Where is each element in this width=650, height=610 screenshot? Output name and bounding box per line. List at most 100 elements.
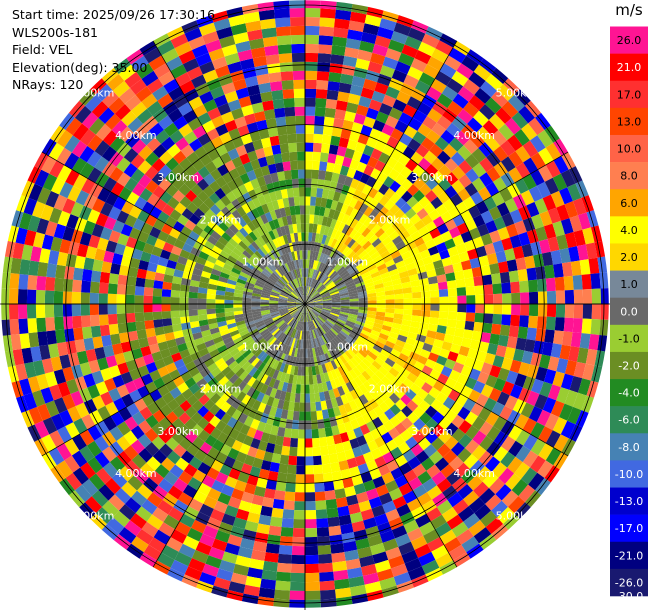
velocity-gate (195, 52, 212, 67)
velocity-gate (114, 352, 126, 365)
velocity-gate (137, 365, 150, 377)
velocity-gate (297, 151, 305, 161)
velocity-gate (286, 382, 293, 393)
velocity-gate (339, 165, 350, 177)
velocity-gate (258, 274, 268, 282)
velocity-gate (467, 348, 479, 360)
velocity-gate (207, 219, 219, 231)
velocity-gate (523, 434, 539, 451)
velocity-gate (437, 281, 448, 290)
velocity-gate (446, 280, 457, 289)
velocity-gate (256, 371, 265, 382)
velocity-gate (331, 298, 341, 302)
velocity-gate (398, 245, 409, 256)
velocity-gate (221, 44, 238, 57)
velocity-gate (289, 437, 298, 448)
velocity-gate (118, 527, 137, 544)
velocity-gate (278, 307, 288, 311)
velocity-gate (192, 158, 205, 172)
velocity-gate (305, 142, 314, 152)
velocity-gate (411, 201, 424, 214)
velocity-gate (232, 78, 247, 91)
velocity-gate (348, 228, 358, 239)
velocity-gate (167, 196, 180, 210)
velocity-gate (365, 367, 375, 378)
velocity-gate (277, 399, 285, 410)
colorbar-swatch (610, 162, 648, 190)
velocity-gate (363, 206, 374, 217)
velocity-gate (89, 292, 99, 304)
velocity-gate (148, 122, 164, 138)
velocity-gate (438, 416, 452, 431)
velocity-gate (426, 330, 437, 339)
velocity-gate (326, 318, 336, 326)
velocity-gate (456, 63, 474, 80)
velocity-gate (582, 227, 595, 245)
velocity-gate (305, 259, 308, 269)
velocity-gate (321, 188, 330, 199)
velocity-gate (483, 397, 497, 412)
velocity-gate (229, 251, 240, 261)
velocity-gate (121, 393, 135, 408)
velocity-gate (259, 245, 269, 256)
velocity-gate (379, 18, 397, 32)
velocity-gate (344, 449, 355, 460)
velocity-gate (10, 257, 22, 274)
velocity-gate (196, 219, 208, 231)
velocity-gate (331, 260, 339, 270)
velocity-gate (219, 271, 230, 280)
velocity-gate (438, 249, 451, 260)
velocity-gate (307, 286, 311, 296)
colorbar-swatch (610, 134, 648, 163)
velocity-gate (117, 362, 130, 375)
velocity-gate (280, 276, 289, 285)
velocity-gate (395, 357, 406, 368)
velocity-gate (305, 214, 310, 224)
velocity-gate (354, 141, 367, 154)
velocity-gate (312, 308, 321, 315)
velocity-gate (316, 261, 322, 271)
velocity-gate (286, 262, 293, 272)
velocity-gate (473, 275, 484, 287)
velocity-gate (282, 363, 289, 374)
velocity-gate (192, 125, 207, 139)
velocity-gate (537, 460, 554, 478)
velocity-gate (573, 304, 584, 319)
velocity-gate (81, 268, 93, 282)
velocity-gate (282, 264, 289, 273)
velocity-gate (101, 431, 117, 447)
velocity-gate (275, 341, 283, 351)
velocity-gate (297, 366, 302, 376)
velocity-gate (101, 523, 119, 541)
velocity-gate (136, 108, 153, 125)
velocity-gate (56, 251, 69, 267)
velocity-gate (201, 245, 212, 256)
velocity-gate (269, 210, 278, 221)
range-ring-label: 5.00km (496, 509, 538, 522)
velocity-gate (258, 468, 270, 480)
velocity-gate (318, 315, 326, 323)
velocity-gate (313, 306, 323, 310)
velocity-gate (358, 294, 368, 299)
velocity-gate (260, 309, 270, 314)
velocity-gate (287, 272, 293, 281)
velocity-gate (205, 388, 217, 400)
velocity-gate (185, 189, 198, 202)
velocity-gate (359, 40, 375, 53)
velocity-gate (296, 465, 305, 475)
velocity-gate (157, 230, 170, 242)
velocity-gate (91, 490, 109, 507)
velocity-gate (267, 63, 281, 74)
velocity-gate (292, 61, 305, 72)
velocity-gate (209, 273, 220, 281)
velocity-gate (237, 380, 248, 392)
velocity-gate (49, 384, 63, 401)
velocity-gate (379, 65, 396, 78)
velocity-gate (277, 217, 285, 228)
velocity-gate (297, 447, 305, 457)
velocity-gate (320, 454, 331, 465)
velocity-gate (564, 359, 577, 376)
velocity-gate (305, 115, 315, 125)
velocity-gate (390, 273, 401, 281)
velocity-gate (440, 366, 453, 378)
